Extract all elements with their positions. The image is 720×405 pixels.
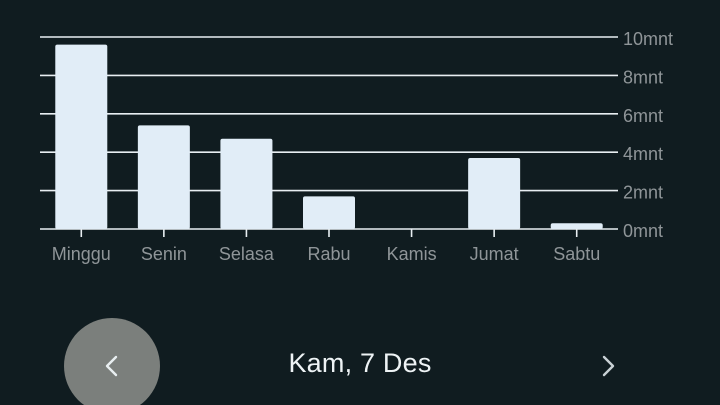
- bar-rabu: [303, 196, 355, 229]
- chevron-right-icon: [602, 355, 615, 377]
- chevron-left-icon: [105, 355, 118, 377]
- previous-day-button[interactable]: [64, 318, 160, 405]
- bar-minggu: [55, 44, 108, 230]
- usage-bar-chart: 0mnt 2mnt 4mnt 6mnt 8mnt 10mnt Minggu Senin Sela…: [40, 29, 673, 264]
- y-tick-label: 0mnt: [623, 221, 663, 241]
- y-tick-label: 8mnt: [623, 67, 663, 87]
- y-tick-label: 10mnt: [623, 29, 673, 49]
- x-tick-label: Selasa: [219, 244, 275, 264]
- bar-jumat: [468, 157, 521, 229]
- selected-date-label: Kam, 7 Des: [288, 348, 432, 378]
- y-tick-label: 6mnt: [623, 106, 663, 126]
- x-tick-label: Senin: [141, 244, 187, 264]
- next-day-button[interactable]: [584, 342, 632, 390]
- x-tick-label: Kamis: [387, 244, 437, 264]
- x-tick-label: Sabtu: [553, 244, 600, 264]
- bar-selasa: [220, 138, 273, 229]
- x-tick-label: Minggu: [52, 244, 111, 264]
- y-tick-label: 4mnt: [623, 144, 663, 164]
- x-tick-label: Rabu: [307, 244, 350, 264]
- bar-senin: [137, 125, 190, 229]
- x-tick-label: Jumat: [470, 244, 519, 264]
- bar-sabtu: [550, 223, 603, 229]
- y-tick-label: 2mnt: [623, 183, 663, 203]
